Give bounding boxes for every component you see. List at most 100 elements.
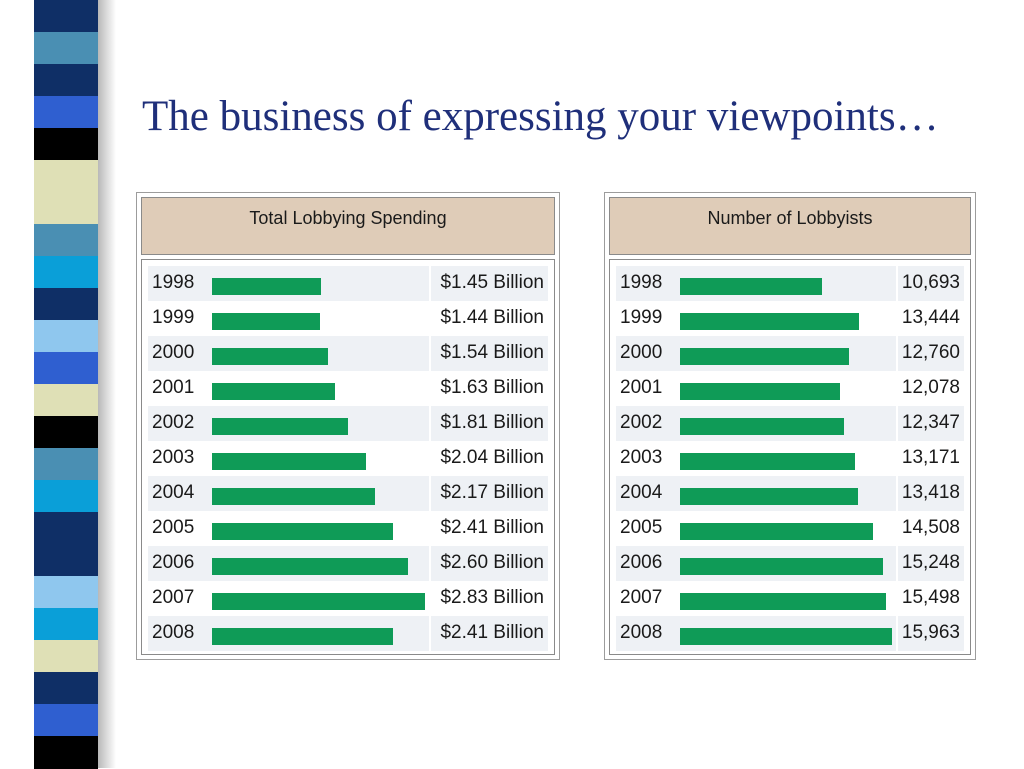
lobbyists-row: 2003 13,171	[616, 441, 964, 476]
lobbyists-year-label: 2004	[620, 482, 663, 503]
spending-bar	[212, 523, 394, 540]
lobbyists-row: 2006 15,248	[616, 546, 964, 581]
lobbyists-year-label: 2005	[620, 517, 663, 538]
lobbyists-year-label: 2008	[620, 622, 663, 643]
spending-value-label: $2.41 Billion	[440, 517, 544, 538]
lobbyists-value-label: 13,444	[901, 307, 960, 328]
spending-value-label: $2.04 Billion	[440, 447, 544, 468]
lobbyists-bar	[680, 418, 844, 435]
lobbyists-bar-track	[676, 336, 898, 371]
lobbyists-value-label: 12,078	[901, 377, 960, 398]
stripe-block	[34, 672, 98, 705]
spending-bar-track	[208, 266, 431, 301]
spending-row: 2001 $1.63 Billion	[148, 371, 548, 406]
spending-value-label: $1.63 Billion	[440, 377, 544, 398]
lobbyists-bar-track	[676, 301, 898, 336]
stripe-block	[34, 32, 98, 65]
spending-value-label: $1.54 Billion	[440, 342, 544, 363]
spending-row: 2000 $1.54 Billion	[148, 336, 548, 371]
lobbyists-row: 1999 13,444	[616, 301, 964, 336]
lobbyists-row: 2002 12,347	[616, 406, 964, 441]
lobbyists-bar-track	[676, 441, 898, 476]
spending-row: 2008 $2.41 Billion	[148, 616, 548, 651]
stripe-block	[34, 224, 98, 257]
lobbyists-value-label: 14,508	[901, 517, 960, 538]
spending-value-label: $1.44 Billion	[440, 307, 544, 328]
lobbyists-year-label: 1998	[620, 272, 663, 293]
spending-bar-track	[208, 476, 431, 511]
lobbyists-bar	[680, 593, 886, 610]
lobbyists-bar-track	[676, 266, 898, 301]
spending-bar-track	[208, 371, 431, 406]
spending-row: 2003 $2.04 Billion	[148, 441, 548, 476]
lobbyists-bar-track	[676, 546, 898, 581]
lobbyists-value-label: 13,418	[901, 482, 960, 503]
spending-bar-track	[208, 546, 431, 581]
lobbyists-bar-track	[676, 511, 898, 546]
slide-title: The business of expressing your viewpoin…	[142, 93, 939, 140]
spending-year-label: 2002	[152, 412, 195, 433]
stripe-block	[34, 96, 98, 129]
lobbyists-value-label: 12,347	[901, 412, 960, 433]
lobbyists-year-label: 1999	[620, 307, 663, 328]
stripe-block	[34, 128, 98, 161]
spending-year-label: 2008	[152, 622, 195, 643]
lobbyists-year-label: 2000	[620, 342, 663, 363]
stripe-block	[34, 384, 98, 417]
spending-value-label: $2.17 Billion	[440, 482, 544, 503]
decorative-stripe	[34, 0, 98, 769]
spending-panel-body: 1998 $1.45 Billion 1999 $1.44 Billion 2000 $1…	[141, 259, 555, 655]
stripe-block	[34, 480, 98, 513]
spending-bar	[212, 593, 425, 610]
spending-year-label: 1998	[152, 272, 195, 293]
lobbyists-value-label: 15,963	[901, 622, 960, 643]
lobbyists-bar	[680, 628, 892, 645]
lobbyists-row: 2001 12,078	[616, 371, 964, 406]
lobbyists-panel-body: 1998 10,693 1999 13,444 2000 12,760 2001 12,078…	[609, 259, 971, 655]
spending-bar-track	[208, 511, 431, 546]
spending-row: 2007 $2.83 Billion	[148, 581, 548, 616]
spending-row: 2006 $2.60 Billion	[148, 546, 548, 581]
spending-bar	[212, 313, 321, 330]
spending-value-label: $2.60 Billion	[440, 552, 544, 573]
lobbyists-bar	[680, 488, 859, 505]
lobbyists-row: 2004 13,418	[616, 476, 964, 511]
stripe-block	[34, 320, 98, 353]
lobbyists-year-label: 2003	[620, 447, 663, 468]
lobbyists-value-label: 13,171	[901, 447, 960, 468]
lobbyists-bar	[680, 313, 859, 330]
stripe-block	[34, 64, 98, 97]
spending-bar-track	[208, 301, 431, 336]
lobbyists-panel-title: Number of Lobbyists	[609, 197, 971, 255]
lobbyists-bar	[680, 383, 841, 400]
lobbyists-bar	[680, 278, 822, 295]
lobbyists-bar-track	[676, 476, 898, 511]
spending-bar	[212, 348, 328, 365]
spending-year-label: 2005	[152, 517, 195, 538]
stripe-block	[34, 608, 98, 641]
lobbyists-bar-track	[676, 406, 898, 441]
spending-bar-track	[208, 406, 431, 441]
lobbyists-bar-track	[676, 616, 898, 651]
spending-value-label: $2.83 Billion	[440, 587, 544, 608]
lobbyists-row: 2008 15,963	[616, 616, 964, 651]
stripe-block	[34, 192, 98, 225]
spending-value-label: $2.41 Billion	[440, 622, 544, 643]
spending-bar-track	[208, 441, 431, 476]
lobbyists-value-label: 12,760	[901, 342, 960, 363]
stripe-shadow	[98, 0, 116, 768]
spending-row: 1998 $1.45 Billion	[148, 266, 548, 301]
spending-bar	[212, 383, 335, 400]
spending-bar	[212, 278, 322, 295]
lobbyists-value-label: 15,248	[901, 552, 960, 573]
spending-row: 2002 $1.81 Billion	[148, 406, 548, 441]
spending-year-label: 2003	[152, 447, 195, 468]
stripe-block	[34, 416, 98, 449]
lobbyists-bar-track	[676, 371, 898, 406]
stripe-block	[34, 256, 98, 289]
lobbyists-value-label: 15,498	[901, 587, 960, 608]
stripe-block	[34, 448, 98, 481]
stripe-block	[34, 160, 98, 193]
spending-row: 1999 $1.44 Billion	[148, 301, 548, 336]
lobbyists-row: 2005 14,508	[616, 511, 964, 546]
